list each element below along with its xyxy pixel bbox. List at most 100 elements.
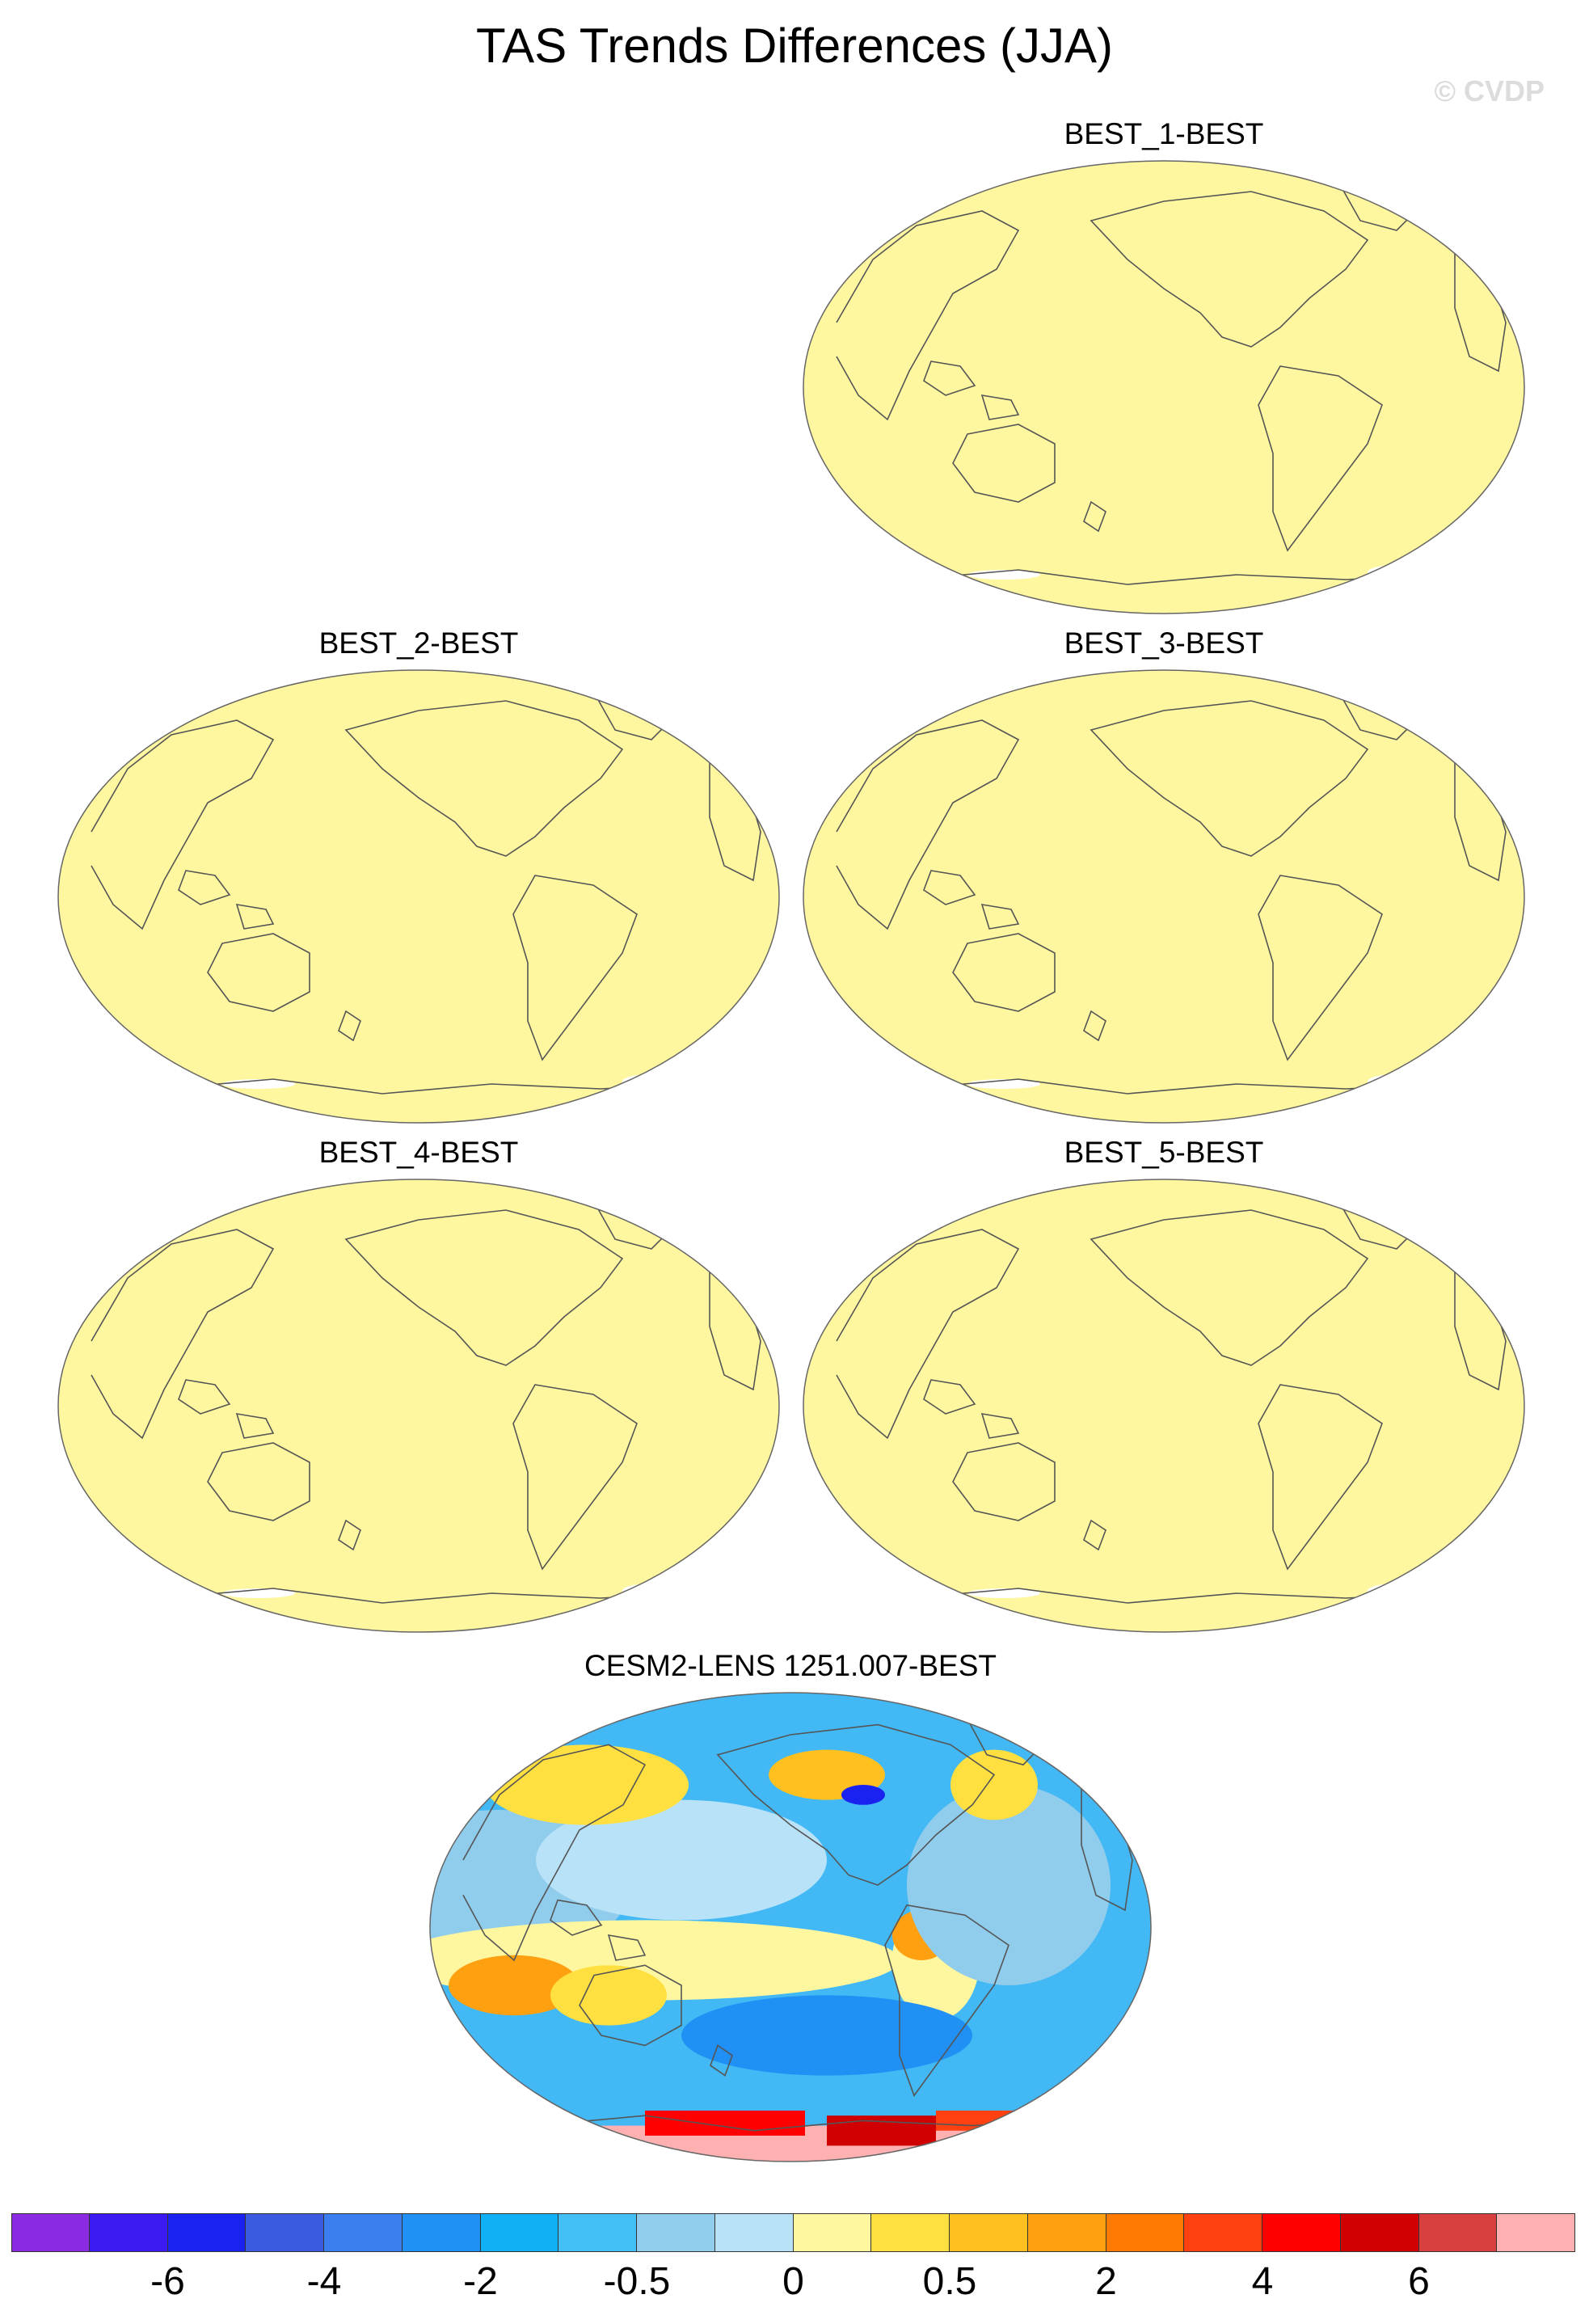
coastline <box>923 870 976 905</box>
colorbar-swatch <box>871 2213 950 2252</box>
anomaly-region <box>550 1965 667 2026</box>
map-canvas <box>803 1179 1525 1633</box>
missing-data-patch <box>113 1589 215 1602</box>
colorbar-tick-label: -0.5 <box>603 2260 671 2303</box>
coastline <box>178 870 231 905</box>
colorbar-swatch <box>1497 2213 1575 2252</box>
panel-title: BEST_4-BEST <box>318 1136 519 1169</box>
anomaly-band <box>514 2105 558 2116</box>
coastline <box>235 1412 275 1439</box>
anomaly-region <box>841 1785 885 1805</box>
coastline <box>1258 365 1383 552</box>
anomaly-region <box>536 1799 827 1921</box>
map-panel: BEST_5-BEST <box>800 1136 1528 1661</box>
map-fill <box>803 1179 1524 1632</box>
map-border <box>429 1692 1152 2162</box>
panel-title: BEST_2-BEST <box>318 626 519 660</box>
map-border <box>57 669 780 1124</box>
coastline <box>952 1442 1056 1521</box>
coastline <box>550 1899 603 1936</box>
map-fill <box>803 670 1524 1123</box>
map-panel: BEST_1-BEST <box>800 117 1528 643</box>
colorbar-swatch <box>1184 2213 1262 2252</box>
coastline <box>836 210 1020 421</box>
coastline <box>980 903 1020 930</box>
coastline <box>923 361 976 396</box>
missing-data-patch <box>1368 1584 1426 1598</box>
coastline <box>1083 1519 1106 1551</box>
colorbar-tick-label: 0 <box>782 2260 804 2303</box>
colorbar-tick-label: -4 <box>306 2260 342 2303</box>
map-border <box>803 160 1525 614</box>
colorbar-swatch <box>167 2213 247 2252</box>
panel-title: BEST_5-BEST <box>1064 1136 1264 1169</box>
anomaly-band <box>827 2115 936 2146</box>
map-border <box>803 669 1525 1124</box>
anomaly-band <box>499 2115 558 2131</box>
colorbar-swatch <box>1418 2213 1498 2252</box>
colorbar-swatch <box>89 2213 168 2252</box>
coastline <box>235 903 275 930</box>
coastline <box>884 1904 1009 2098</box>
coastline <box>207 1442 310 1521</box>
anomaly-region <box>950 1749 1038 1820</box>
coastline <box>1258 875 1383 1061</box>
coastline <box>207 933 310 1012</box>
coastline <box>462 1744 647 1962</box>
anomaly-region <box>907 1785 1111 1985</box>
colorbar-tick-label: 2 <box>1095 2260 1117 2303</box>
anomaly-region <box>449 1955 580 2016</box>
missing-data-patch <box>622 1584 681 1598</box>
coastline <box>980 1412 1020 1439</box>
missing-data-patch <box>1368 565 1426 580</box>
coastline <box>836 1229 1020 1440</box>
colorbar-swatch <box>402 2213 481 2252</box>
map-canvas <box>57 1179 780 1633</box>
panel-title: BEST_1-BEST <box>1064 117 1264 150</box>
missing-data-patch <box>858 571 960 584</box>
coastline <box>980 394 1020 420</box>
coastline <box>91 1229 275 1440</box>
colorbar <box>11 2213 1575 2252</box>
colorbar-swatch <box>714 2213 794 2252</box>
colorbar-tick-label: 6 <box>1408 2260 1430 2303</box>
anomaly-region <box>681 1995 972 2076</box>
coastline <box>1090 700 1369 857</box>
colorbar-tick-label: 4 <box>1251 2260 1274 2303</box>
coastline <box>338 1519 361 1551</box>
missing-data-patch <box>622 1074 681 1089</box>
map-canvas <box>803 669 1525 1124</box>
missing-data-patch <box>858 1589 960 1602</box>
colorbar-swatch <box>480 2213 559 2252</box>
coastline <box>716 1723 996 1886</box>
coastline <box>338 1010 361 1042</box>
map-border <box>803 1179 1525 1633</box>
colorbar-swatch <box>1262 2213 1341 2252</box>
colorbar-swatch <box>246 2213 324 2252</box>
map-border <box>57 1179 780 1633</box>
colorbar-swatch <box>11 2213 90 2252</box>
missing-data-patch <box>858 1080 960 1093</box>
coastline <box>91 719 275 930</box>
colorbar-swatch <box>950 2213 1028 2252</box>
missing-data-patch <box>113 1080 215 1093</box>
coastline <box>579 1964 682 2047</box>
coastline <box>952 424 1056 503</box>
coastline <box>512 875 638 1061</box>
missing-data-patch <box>1368 1074 1426 1089</box>
colorbar-swatch <box>1340 2213 1419 2252</box>
colorbar-swatch <box>1027 2213 1106 2252</box>
anomaly-band <box>645 2111 805 2136</box>
coastline <box>344 1209 624 1366</box>
coastline <box>607 1934 647 1961</box>
coastline <box>710 2044 733 2077</box>
coastline <box>1090 191 1369 348</box>
colorbar-swatch <box>637 2213 715 2252</box>
panel-title: CESM2-LENS 1251.007-BEST <box>584 1649 997 1682</box>
colorbar-tick-label: 0.5 <box>922 2260 977 2303</box>
coastline <box>1083 1010 1106 1042</box>
coastline <box>952 933 1056 1012</box>
coastline <box>836 719 1020 930</box>
map-canvas <box>429 1692 1152 2162</box>
colorbar-swatch <box>1106 2213 1185 2252</box>
